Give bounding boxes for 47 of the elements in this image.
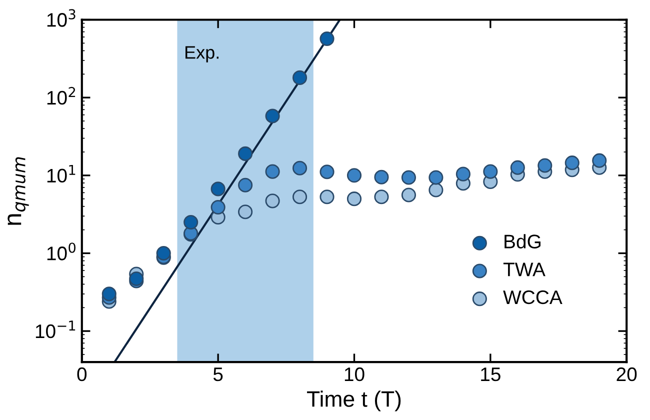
y-tick-label: 10$^{3}$: [47, 9, 76, 27]
y-tick-label: 10$^{2}$: [47, 86, 76, 105]
band-label: Exp.: [186, 46, 219, 62]
x-axis-title: Time t (T): [307, 390, 401, 412]
y-tick-label: 10$^{−1}$: [36, 320, 76, 338]
point: [292, 160, 308, 176]
point: [456, 166, 470, 182]
point: [428, 182, 444, 198]
point: [265, 194, 280, 208]
point: [102, 286, 116, 302]
point: [346, 192, 362, 206]
point: [238, 146, 253, 161]
point: [292, 70, 308, 85]
x-tick-label: 5: [213, 368, 223, 382]
y-axis-title: n$_{qmum}$: [8, 157, 29, 225]
point: [238, 204, 253, 220]
point: [210, 200, 226, 215]
point: [374, 170, 389, 184]
point: [592, 153, 607, 168]
legend-label: BdG: [504, 234, 540, 248]
point: [184, 214, 198, 230]
point: [292, 190, 308, 204]
point: [320, 31, 334, 46]
point: [210, 182, 226, 196]
point: [483, 164, 498, 179]
y-tick-label: 10$^{1}$: [47, 164, 76, 183]
point: [265, 164, 280, 179]
x-tick-label: 20: [616, 367, 637, 382]
point: [156, 246, 171, 261]
point: [320, 190, 334, 204]
point: [238, 178, 253, 192]
point: [564, 156, 580, 170]
x-tick-label: 0: [77, 367, 87, 382]
x-tick-label: 15: [481, 368, 500, 382]
point: [538, 158, 552, 173]
point: [401, 170, 416, 185]
legend-label: TWA: [503, 262, 546, 276]
point: [320, 164, 334, 180]
point: [346, 168, 362, 183]
point: [428, 170, 444, 185]
point: [265, 108, 280, 124]
x-tick-label: 10: [344, 367, 364, 382]
legend-label: WCCA: [503, 290, 562, 304]
point: [401, 188, 416, 202]
point: [374, 190, 389, 204]
y-tick-label: 10$^{0}$: [47, 242, 76, 260]
point: [510, 160, 525, 175]
